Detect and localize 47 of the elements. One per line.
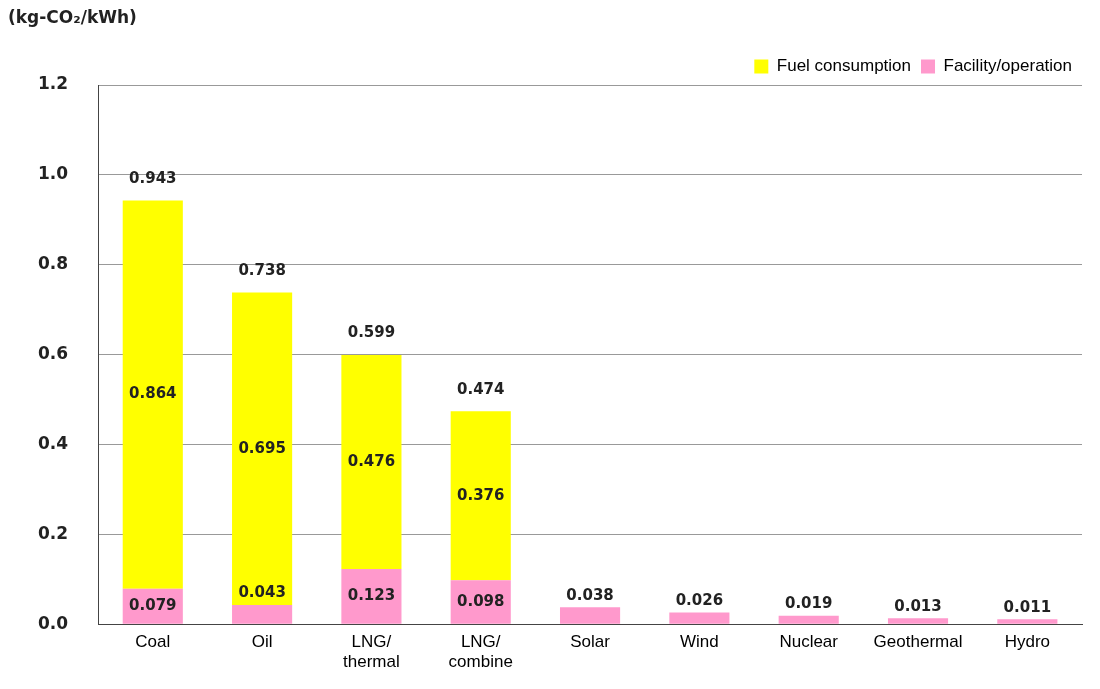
x-tick-label: Oil — [251, 632, 273, 652]
y-axis-title: (kg-CO₂/kWh) — [8, 6, 137, 27]
y-tick-label: 0.8 — [37, 253, 69, 274]
data-label: 0.098 — [457, 591, 505, 610]
legend-label: Facility/operation — [943, 56, 1073, 76]
data-label: 0.695 — [238, 438, 286, 457]
data-label: 0.026 — [675, 590, 724, 609]
bar — [122, 200, 183, 589]
x-tick-label: Wind — [680, 632, 719, 652]
x-tick-label: Coal — [135, 632, 171, 652]
bar — [232, 292, 293, 605]
bar — [232, 604, 293, 624]
y-tick-label: 1.0 — [37, 163, 69, 184]
data-label: 0.476 — [347, 451, 396, 470]
bar — [559, 607, 621, 624]
x-tick-label: Geothermal — [873, 632, 963, 652]
x-tick-label: Hydro — [1004, 632, 1051, 652]
x-tick-label: LNG/combine — [448, 632, 513, 672]
total-label: 0.738 — [238, 260, 286, 279]
data-label: 0.011 — [1003, 597, 1052, 616]
y-tick-label: 1.2 — [37, 73, 69, 94]
data-label: 0.043 — [238, 583, 286, 602]
data-label: 0.376 — [457, 485, 505, 504]
y-tick-label: 0.6 — [37, 343, 69, 364]
bar — [887, 618, 949, 624]
bar — [669, 612, 730, 624]
total-label: 0.943 — [129, 168, 177, 187]
x-tick-label: Solar — [570, 632, 611, 652]
x-tick-label: Nuclear — [779, 632, 839, 652]
x-tick-label: LNG/thermal — [343, 632, 400, 672]
total-label: 0.474 — [457, 379, 505, 398]
bar — [341, 568, 402, 624]
bar — [450, 411, 511, 581]
data-label: 0.864 — [129, 384, 177, 403]
bar — [341, 355, 402, 569]
total-label: 0.599 — [347, 323, 396, 342]
bar — [778, 615, 839, 624]
y-tick-label: 0.2 — [37, 522, 69, 543]
data-label: 0.038 — [566, 585, 614, 604]
y-tick-label: 0.4 — [37, 432, 69, 453]
data-label: 0.013 — [894, 596, 942, 615]
y-tick-label: 0.0 — [37, 612, 69, 633]
bar — [997, 619, 1058, 624]
legend-label: Fuel consumption — [776, 56, 911, 76]
data-label: 0.019 — [784, 594, 833, 613]
data-label: 0.123 — [347, 586, 396, 605]
data-label: 0.079 — [129, 596, 177, 615]
